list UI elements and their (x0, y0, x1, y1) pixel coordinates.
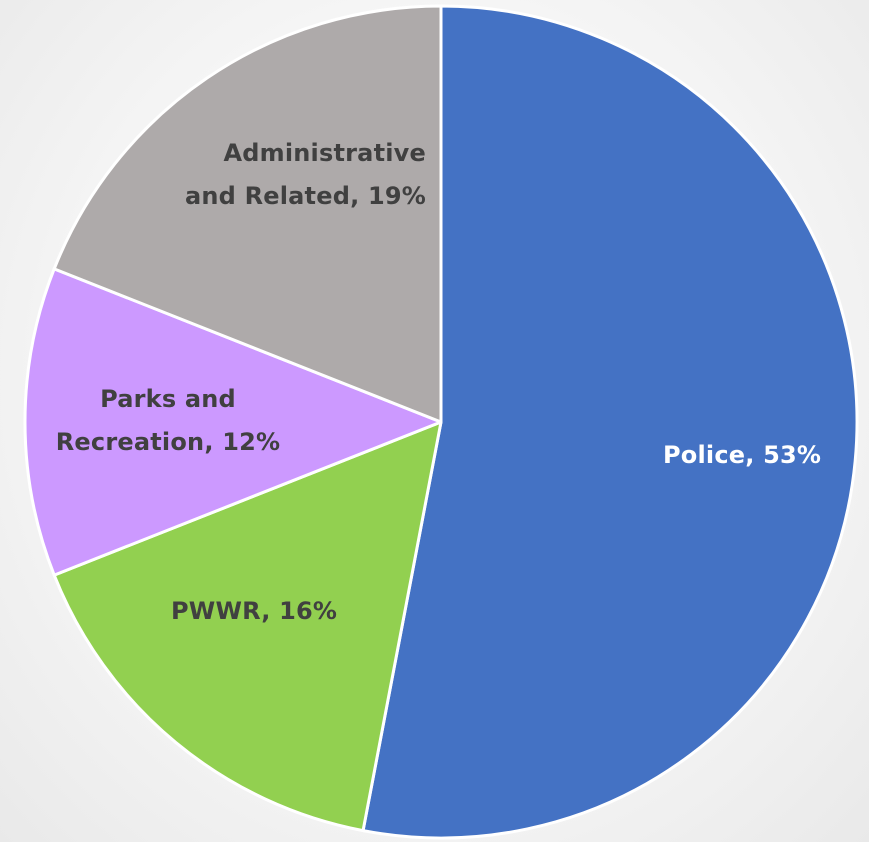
label-administrative-and-related: Administrative and Related, 19% (184, 139, 426, 210)
label-police: Police, 53% (663, 441, 822, 469)
label-parks-and-recreation: Parks and Recreation, 12% (55, 385, 281, 456)
pie-slice-pwwr (52, 420, 443, 833)
pie-slice-administrative-and-related (52, 4, 443, 424)
pie-slice-police (361, 4, 859, 840)
pie-slice-parks-and-recreation (23, 267, 443, 577)
label-pwwr: PWWR, 16% (171, 597, 338, 625)
